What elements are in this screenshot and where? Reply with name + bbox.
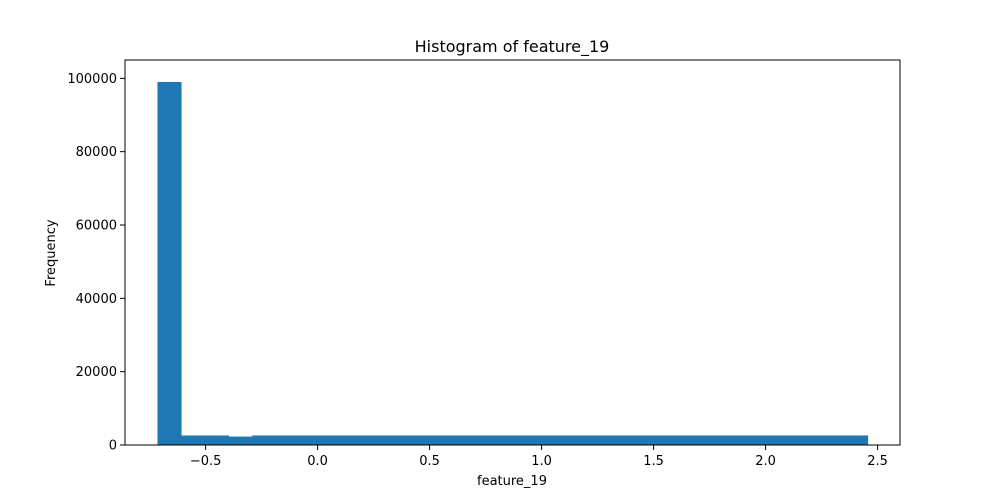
histogram-bar bbox=[559, 435, 585, 445]
histogram-bar bbox=[702, 435, 727, 445]
histogram-bar bbox=[654, 435, 679, 445]
plot-frame bbox=[124, 59, 901, 446]
histogram-bar bbox=[630, 435, 656, 445]
histogram-bar bbox=[417, 435, 442, 445]
histogram-bar bbox=[394, 435, 419, 445]
y-axis: 0 20000 40000 60000 80000 100000 bbox=[67, 72, 125, 454]
histogram-bar bbox=[607, 435, 632, 445]
y-axis-label: Frequency bbox=[44, 219, 59, 286]
x-tick-label: −0.5 bbox=[190, 454, 222, 469]
histogram-bar bbox=[228, 436, 253, 445]
histogram-bar bbox=[796, 435, 821, 445]
histogram-bar bbox=[844, 435, 869, 445]
x-tick-label: 0.0 bbox=[307, 454, 328, 469]
histogram-bar bbox=[725, 435, 750, 445]
x-axis-label: feature_19 bbox=[477, 474, 547, 489]
x-axis: −0.5 0.0 0.5 1.0 1.5 2.0 2.5 bbox=[190, 445, 888, 469]
bars-group bbox=[157, 82, 869, 445]
histogram-bar bbox=[204, 435, 229, 445]
histogram-bar bbox=[252, 435, 277, 445]
x-tick-label: 2.5 bbox=[867, 454, 888, 469]
chart-title: Histogram of feature_19 bbox=[415, 37, 610, 57]
y-tick-label: 20000 bbox=[76, 365, 117, 380]
y-tick-label: 100000 bbox=[67, 72, 117, 87]
histogram-bar bbox=[536, 435, 561, 445]
histogram-bar bbox=[488, 435, 514, 445]
histogram-bar bbox=[181, 435, 206, 445]
y-tick-label: 60000 bbox=[76, 219, 117, 234]
y-tick-label: 40000 bbox=[76, 292, 117, 307]
histogram-bar bbox=[583, 435, 608, 445]
histogram-bar bbox=[275, 435, 300, 445]
histogram-bar bbox=[299, 435, 324, 445]
histogram-bar bbox=[512, 435, 537, 445]
histogram-bar bbox=[157, 82, 182, 445]
histogram-bar bbox=[749, 435, 774, 445]
histogram-bar bbox=[820, 435, 845, 445]
x-tick-label: 0.5 bbox=[419, 454, 440, 469]
x-tick-label: 1.0 bbox=[531, 454, 552, 469]
histogram-bar bbox=[773, 435, 798, 445]
histogram-bar bbox=[441, 435, 466, 445]
histogram-bar bbox=[323, 435, 348, 445]
x-tick-label: 1.5 bbox=[643, 454, 664, 469]
histogram-bar bbox=[678, 435, 703, 445]
y-tick-label: 80000 bbox=[76, 145, 117, 160]
histogram-bar bbox=[346, 435, 371, 445]
y-tick-label: 0 bbox=[109, 439, 117, 454]
histogram-bar bbox=[370, 435, 395, 445]
histogram-bar bbox=[465, 435, 490, 445]
x-tick-label: 2.0 bbox=[755, 454, 776, 469]
